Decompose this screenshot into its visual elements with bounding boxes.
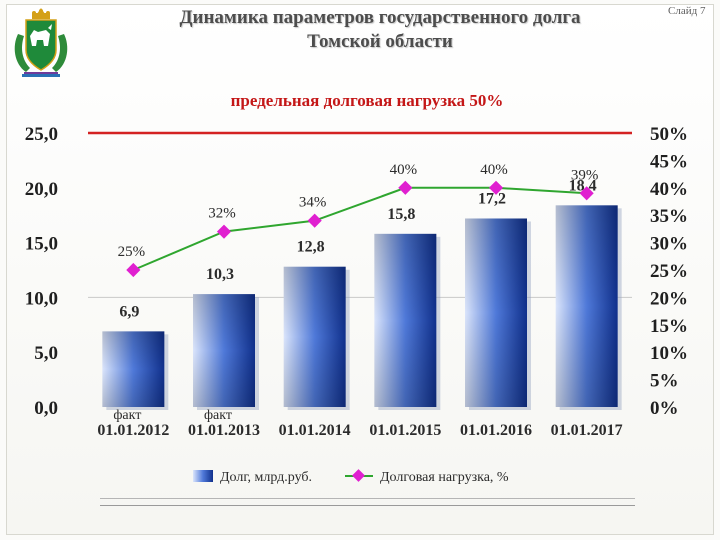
title-line-2: Томской области <box>307 31 453 52</box>
y2-tick-label: 30% <box>650 234 688 255</box>
title-line-1: Динамика параметров государственного дол… <box>179 7 581 28</box>
x-tick-label: 01.01.2014 <box>279 422 351 439</box>
x-tick-label: 01.01.2012 <box>97 422 169 439</box>
legend-line-label: Долговая нагрузка, % <box>380 470 509 485</box>
bar-value-label: 12,8 <box>297 239 325 256</box>
legend-bar-swatch <box>193 470 213 482</box>
y2-tick-label: 35% <box>650 206 688 227</box>
bar-value-label: 10,3 <box>206 266 234 283</box>
y-tick-label: 0,0 <box>34 398 58 419</box>
debt-load-marker <box>579 186 594 201</box>
x-tick-note: факт <box>113 408 141 423</box>
debt-load-line <box>132 186 587 271</box>
limit-line-label: предельная долговая нагрузка 50% <box>231 91 504 110</box>
y2-tick-label: 20% <box>650 288 688 309</box>
legend-bar-label: Долг, млрд.руб. <box>220 470 312 485</box>
y-tick-label: 25,0 <box>25 124 58 145</box>
line-value-label: 25% <box>118 244 146 260</box>
bar-value-label: 17,2 <box>478 190 506 207</box>
debt-load-marker <box>126 262 141 278</box>
y-tick-label: 10,0 <box>25 288 58 309</box>
y-tick-label: 15,0 <box>25 234 58 255</box>
y2-tick-label: 45% <box>650 151 688 172</box>
x-tick-label: 01.01.2016 <box>460 422 532 439</box>
y2-tick-label: 5% <box>650 371 679 392</box>
x-tick-label: 01.01.2017 <box>551 422 623 439</box>
line-value-label: 40% <box>480 162 508 178</box>
slide-number: Слайд 7 <box>668 5 706 17</box>
bar-shade <box>555 205 618 407</box>
x-tick-note: факт <box>204 408 232 423</box>
debt-load-marker <box>216 224 232 239</box>
x-tick-label: 01.01.2015 <box>369 422 441 439</box>
bar-shade <box>102 331 165 407</box>
bar-value-label: 15,8 <box>387 206 415 223</box>
bar-shade <box>193 294 255 407</box>
line-value-label: 32% <box>208 206 236 222</box>
y2-tick-label: 0% <box>650 398 679 419</box>
line-value-label: 39% <box>571 167 599 183</box>
debt-load-marker <box>307 213 322 228</box>
bottom-divider-1 <box>100 498 635 499</box>
y-tick-label: 5,0 <box>34 343 58 364</box>
bar-shade <box>465 218 527 407</box>
bar-shade <box>374 233 437 407</box>
bar-value-label: 6,9 <box>119 303 139 320</box>
coat-of-arms-icon <box>14 8 68 77</box>
y2-tick-label: 25% <box>650 261 688 282</box>
bottom-divider-2 <box>100 505 635 506</box>
debt-load-marker <box>398 180 413 195</box>
y2-tick-label: 15% <box>650 316 688 337</box>
y2-tick-label: 10% <box>650 343 688 364</box>
y2-tick-label: 40% <box>650 179 688 200</box>
debt-load-marker <box>488 180 504 195</box>
y2-tick-label: 50% <box>650 124 688 145</box>
y-tick-label: 20,0 <box>25 179 58 200</box>
x-tick-label: 01.01.2013 <box>188 422 260 439</box>
line-value-label: 34% <box>299 195 327 211</box>
line-value-label: 40% <box>390 162 418 178</box>
page-title: Динамика параметров государственного дол… <box>110 6 650 54</box>
bar-shade <box>283 266 346 407</box>
legend-line-marker <box>352 469 365 482</box>
